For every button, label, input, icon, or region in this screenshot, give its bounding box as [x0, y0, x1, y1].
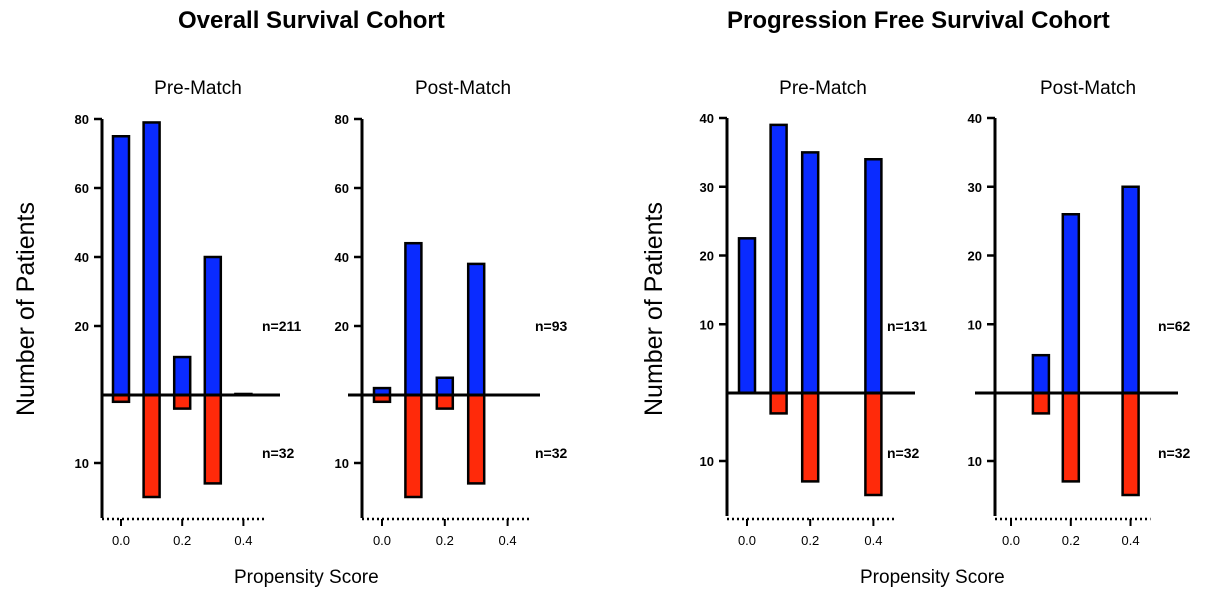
bar-lower — [466, 393, 486, 485]
n-annotation-upper: n=62 — [1158, 318, 1191, 334]
n-annotation-lower: n=32 — [887, 445, 920, 461]
bar-lower — [864, 391, 883, 497]
y-tick-label: 60 — [335, 181, 349, 196]
bar-lower — [800, 391, 820, 483]
bar-lower — [1061, 391, 1081, 483]
x-axis-label-overall: Propensity Score — [234, 567, 379, 588]
y-tick-label: 80 — [335, 112, 349, 127]
x-tick-label: 0.0 — [112, 533, 130, 548]
n-annotation-upper: n=211 — [262, 318, 302, 334]
n-annotation-lower: n=32 — [262, 445, 295, 461]
y-tick-label: 10 — [75, 456, 89, 471]
x-tick-label: 0.4 — [499, 533, 517, 548]
bar-lower — [172, 393, 192, 410]
y-tick-label: 10 — [700, 317, 714, 332]
y-tick-label: 40 — [75, 250, 89, 265]
y-tick-label: 60 — [75, 181, 89, 196]
bar-upper — [435, 376, 455, 397]
bar-lower — [203, 393, 223, 485]
bar-lower — [1121, 391, 1140, 497]
y-tick-label: 10 — [700, 454, 714, 469]
bar-upper — [466, 262, 486, 397]
bar-upper — [404, 241, 423, 397]
y-tick-label: 10 — [968, 454, 982, 469]
bar-lower — [769, 391, 788, 415]
y-tick-label: 80 — [75, 112, 89, 127]
n-annotation-upper: n=131 — [887, 318, 927, 334]
x-tick-label: 0.0 — [738, 533, 756, 548]
x-tick-label: 0.0 — [373, 533, 391, 548]
y-tick-label: 20 — [335, 319, 349, 334]
y-tick-label: 40 — [700, 111, 714, 126]
bar-upper — [769, 123, 788, 395]
bar-lower — [404, 393, 423, 499]
bar-upper — [1121, 185, 1140, 395]
bar-lower — [435, 393, 455, 410]
bar-lower — [142, 393, 161, 499]
x-tick-label: 0.0 — [1002, 533, 1020, 548]
x-tick-label: 0.4 — [234, 533, 252, 548]
cohort-title-overall-survival: Overall Survival Cohort — [178, 7, 445, 34]
panel-title: Pre-Match — [154, 78, 242, 99]
panel-title: Post-Match — [415, 78, 511, 99]
n-annotation-lower: n=32 — [535, 445, 568, 461]
y-axis-label-overall: Number of Patients — [12, 202, 40, 416]
bar-upper — [1031, 353, 1051, 395]
x-tick-label: 0.2 — [1062, 533, 1080, 548]
bar-upper — [172, 355, 192, 397]
bar-lower — [1031, 391, 1051, 415]
panel-title: Pre-Match — [779, 78, 867, 99]
y-tick-label: 20 — [75, 319, 89, 334]
y-tick-label: 10 — [335, 456, 349, 471]
y-tick-label: 30 — [968, 180, 982, 195]
bar-upper — [864, 158, 883, 395]
x-axis-label-progression-free: Propensity Score — [860, 567, 1005, 588]
y-tick-label: 10 — [968, 317, 982, 332]
cohort-title-progression-free: Progression Free Survival Cohort — [727, 7, 1110, 34]
y-axis-label-progression-free: Number of Patients — [640, 202, 668, 416]
bar-upper — [142, 121, 161, 397]
bar-upper — [111, 135, 131, 397]
panel-title: Post-Match — [1040, 78, 1136, 99]
x-tick-label: 0.4 — [864, 533, 882, 548]
n-annotation-upper: n=93 — [535, 318, 568, 334]
y-tick-label: 30 — [700, 180, 714, 195]
bar-upper — [800, 151, 820, 395]
bar-upper — [203, 255, 223, 397]
y-tick-label: 20 — [968, 249, 982, 264]
x-tick-label: 0.2 — [436, 533, 454, 548]
y-tick-label: 40 — [968, 111, 982, 126]
y-tick-label: 40 — [335, 250, 349, 265]
x-tick-label: 0.2 — [173, 533, 191, 548]
bar-upper — [1061, 213, 1081, 395]
x-tick-label: 0.4 — [1122, 533, 1140, 548]
n-annotation-lower: n=32 — [1158, 445, 1191, 461]
x-tick-label: 0.2 — [801, 533, 819, 548]
y-tick-label: 20 — [700, 249, 714, 264]
bar-upper — [737, 237, 757, 395]
